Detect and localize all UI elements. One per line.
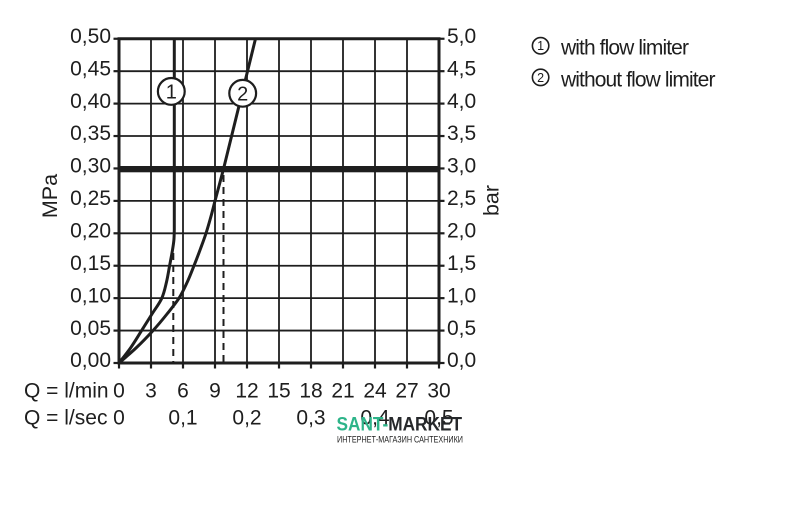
svg-text:0,10: 0,10	[70, 284, 111, 307]
svg-text:0,2: 0,2	[232, 407, 261, 430]
svg-text:6: 6	[177, 380, 189, 403]
svg-text:0,3: 0,3	[296, 407, 325, 430]
svg-text:15: 15	[267, 380, 290, 403]
svg-text:0,45: 0,45	[70, 57, 111, 80]
svg-text:0,30: 0,30	[70, 155, 111, 178]
svg-text:5,0: 5,0	[447, 25, 476, 48]
svg-text:12: 12	[235, 380, 258, 403]
svg-text:30: 30	[427, 380, 450, 403]
svg-text:3: 3	[145, 380, 157, 403]
svg-text:0,05: 0,05	[70, 317, 111, 340]
svg-text:1: 1	[166, 81, 177, 103]
svg-text:2,5: 2,5	[447, 187, 476, 210]
svg-text:21: 21	[331, 380, 354, 403]
svg-text:2: 2	[537, 71, 544, 85]
svg-text:1: 1	[537, 39, 544, 53]
svg-text:9: 9	[209, 380, 221, 403]
svg-text:0,20: 0,20	[70, 220, 111, 243]
svg-text:0,25: 0,25	[70, 187, 111, 210]
svg-text:SANT-MARKET: SANT-MARKET	[337, 414, 463, 435]
svg-text:3,5: 3,5	[447, 122, 476, 145]
svg-text:Q = l/min: Q = l/min	[24, 380, 109, 403]
svg-text:0,0: 0,0	[447, 349, 476, 372]
svg-text:1,5: 1,5	[447, 252, 476, 275]
svg-text:0,1: 0,1	[168, 407, 197, 430]
svg-text:2,0: 2,0	[447, 220, 476, 243]
svg-text:ИНТЕРНЕТ-МАГАЗИН САНТЕХНИКИ: ИНТЕРНЕТ-МАГАЗИН САНТЕХНИКИ	[337, 435, 463, 446]
svg-text:0,00: 0,00	[70, 349, 111, 372]
svg-text:bar: bar	[480, 185, 504, 216]
svg-text:0: 0	[113, 407, 125, 430]
svg-text:Q = l/sec: Q = l/sec	[24, 407, 107, 430]
svg-text:0,15: 0,15	[70, 252, 111, 275]
svg-text:1,0: 1,0	[447, 284, 476, 307]
svg-text:MPa: MPa	[38, 174, 62, 218]
svg-text:0,50: 0,50	[70, 25, 111, 48]
svg-text:0: 0	[113, 380, 125, 403]
svg-text:0,4: 0,4	[360, 407, 390, 430]
svg-text:24: 24	[363, 380, 387, 403]
svg-text:2: 2	[237, 83, 248, 105]
svg-text:with flow limiter: with flow limiter	[560, 37, 689, 60]
svg-text:18: 18	[299, 380, 322, 403]
svg-text:0,35: 0,35	[70, 122, 111, 145]
svg-text:0,40: 0,40	[70, 90, 111, 113]
svg-text:27: 27	[395, 380, 418, 403]
svg-text:without flow limiter: without flow limiter	[560, 68, 715, 91]
svg-text:4,0: 4,0	[447, 90, 476, 113]
svg-text:4,5: 4,5	[447, 57, 476, 80]
svg-text:3,0: 3,0	[447, 155, 476, 178]
svg-text:0,5: 0,5	[447, 317, 476, 340]
svg-text:0,5: 0,5	[424, 407, 453, 430]
